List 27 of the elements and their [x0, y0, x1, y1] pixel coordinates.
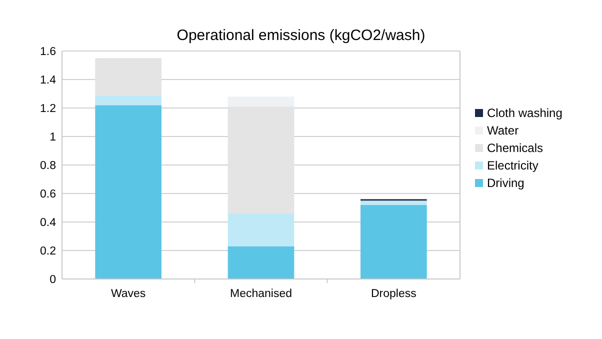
- bar: [95, 95, 162, 106]
- legend-label: Cloth washing: [487, 106, 562, 120]
- bar: [95, 105, 162, 279]
- y-tick-label: 0.6: [40, 188, 56, 201]
- chart-title: Operational emissions (kgCO2/wash): [176, 27, 426, 44]
- y-tick-label: 1: [50, 132, 56, 144]
- y-tick-label: 0: [50, 274, 56, 286]
- bar: [228, 106, 294, 214]
- bar: [95, 58, 162, 96]
- bar: [228, 246, 294, 279]
- legend-label: Driving: [487, 176, 524, 190]
- bar: [228, 213, 294, 246]
- x-tick-label: Mechanised: [230, 288, 292, 300]
- legend-label: Water: [487, 124, 519, 138]
- y-tick-label: 0.8: [40, 160, 56, 172]
- bar: [228, 96, 294, 107]
- legend-label: Chemicals: [487, 141, 544, 156]
- y-tick-label: 1.6: [40, 46, 56, 58]
- y-tick-label: 1.2: [40, 103, 56, 116]
- y-tick-label: 1.4: [40, 74, 57, 87]
- y-tick-label: 0.2: [40, 246, 56, 258]
- bar: [360, 204, 427, 279]
- legend-label: Electricity: [487, 158, 538, 173]
- x-tick-label: Waves: [110, 288, 146, 300]
- y-tick-label: 0.4: [40, 217, 57, 230]
- bar: [360, 200, 427, 205]
- x-tick-label: Dropless: [370, 288, 417, 300]
